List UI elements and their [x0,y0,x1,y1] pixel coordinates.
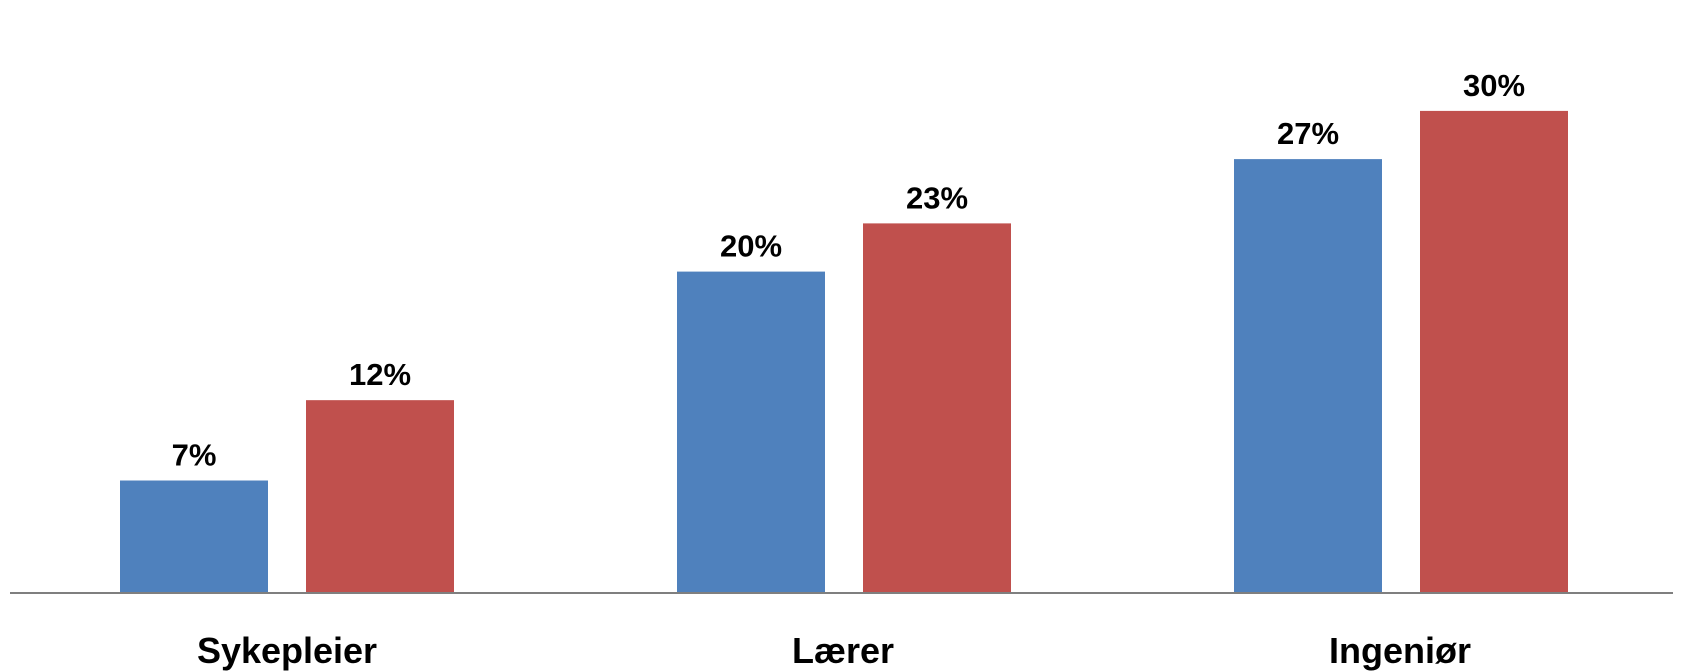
data-label: 12% [349,357,411,392]
bar-ingeniør-series-2 [1420,110,1568,594]
data-label: 30% [1463,68,1525,103]
bar-sykepleier-series-2 [306,400,454,593]
data-label: 20% [720,229,782,264]
bar-lærer-series-1 [677,271,825,593]
data-label: 7% [172,438,217,473]
category-label: Lærer [792,630,894,671]
data-label: 23% [906,180,968,215]
category-labels-layer: Sykepleier Lærer Ingeniør [197,630,1471,671]
category-label: Sykepleier [197,630,377,671]
bar-lærer-series-2 [863,223,1011,593]
bar-sykepleier-series-1 [120,480,268,593]
data-label: 27% [1277,116,1339,151]
data-labels-layer: 7% 12% 20% 23% 27% 30% [172,68,1525,473]
bars-layer [120,110,1568,594]
bar-ingeniør-series-1 [1234,159,1382,594]
category-label: Ingeniør [1329,630,1471,671]
